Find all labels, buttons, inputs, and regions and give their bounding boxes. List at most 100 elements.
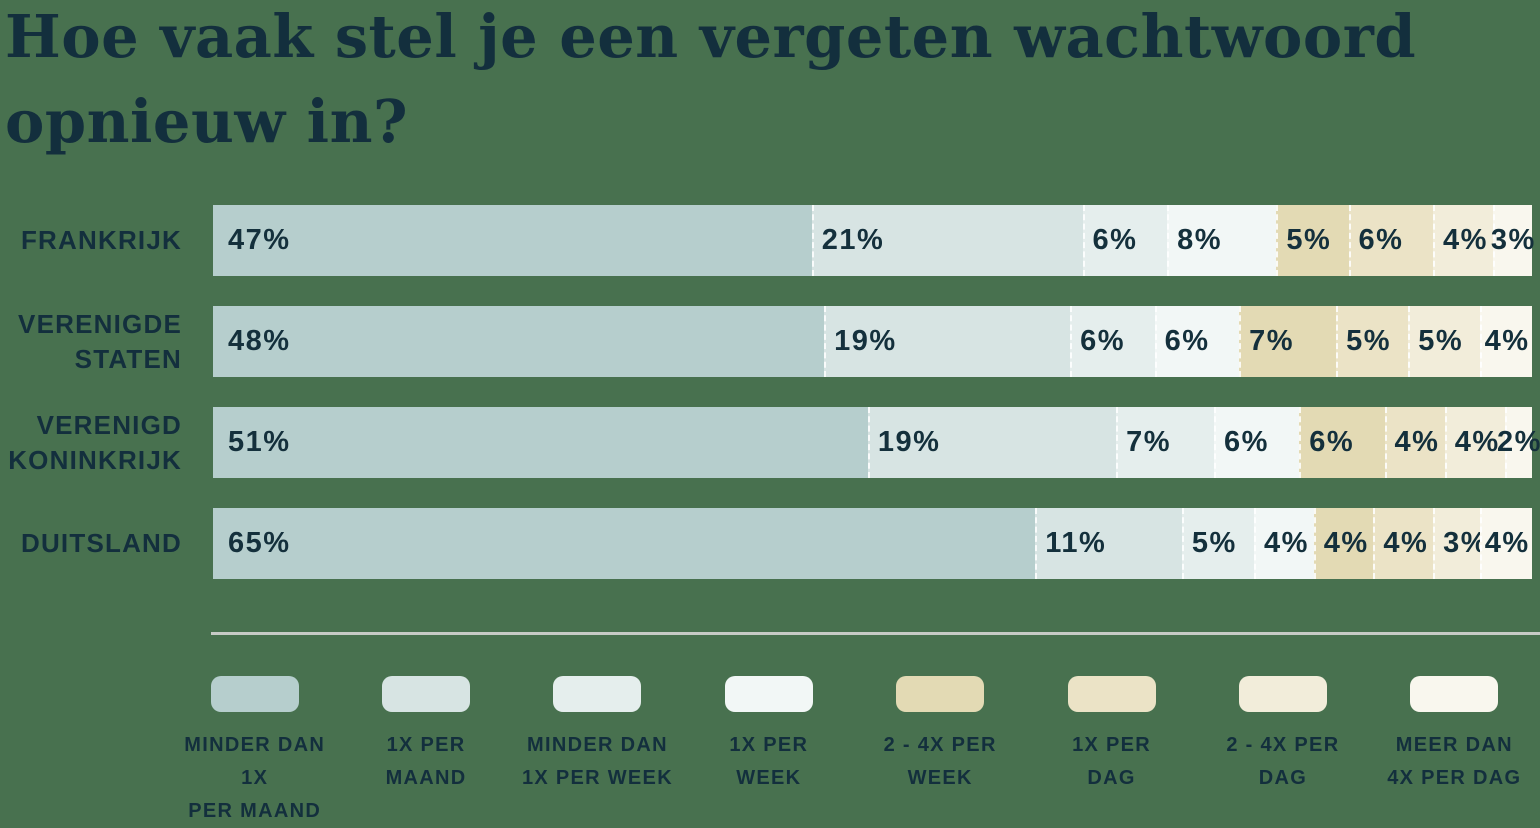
bar-segment: 4% [1433, 205, 1493, 276]
segment-value-label: 6% [1164, 325, 1210, 357]
bar-segment: 7% [1116, 407, 1214, 478]
bar-segment: 4% [1444, 407, 1505, 478]
bar: 47% 21% 6% 8% 5% 6% 4% 3% [213, 205, 1534, 276]
legend-label: MINDER DAN 1X PER MAAND [169, 729, 340, 828]
legend-label: 1X PER DAG [1072, 729, 1151, 795]
segment-value-label: 47% [228, 224, 291, 256]
bar: 65% 11% 5% 4% 4% 4% 3% 4% [213, 508, 1533, 579]
legend-item: 1X PER DAG [1026, 676, 1197, 828]
legend-swatch [553, 676, 642, 712]
segment-value-label: 6% [1223, 426, 1269, 458]
legend-label-line: 2 - 4X PER [883, 734, 997, 756]
legend-swatch [1067, 676, 1156, 712]
segment-value-label: 4% [1394, 426, 1440, 458]
bar-segment: 7% [1239, 306, 1337, 377]
bar-segment: 51% [213, 407, 868, 478]
legend-swatch [382, 676, 471, 712]
segment-value-label: 5% [1346, 325, 1392, 357]
row-label-line: VERENIGDE [18, 308, 182, 339]
bar-segment: 6% [1348, 205, 1434, 276]
row-label: FRANKRIJK [0, 205, 182, 276]
bar-segment: 6% [1070, 306, 1155, 377]
legend-label-line: WEEK [907, 767, 973, 789]
legend-swatch [724, 676, 813, 712]
legend-label-line: WEEK [736, 767, 802, 789]
bar-segment: 11% [1035, 508, 1182, 579]
legend-label-line: PER MAAND [188, 800, 322, 822]
segment-value-label: 48% [228, 325, 291, 357]
legend-label: 2 - 4X PER WEEK [884, 729, 997, 795]
segment-value-label: 11% [1045, 527, 1107, 559]
segment-value-label: 5% [1418, 325, 1464, 357]
segment-value-label: 6% [1092, 224, 1138, 256]
legend-label-line: 1X PER [1072, 734, 1152, 756]
row-label-line: KONINKRIJK [8, 444, 182, 475]
legend-swatch [1410, 676, 1499, 712]
row-label: VERENIGD KONINKRIJK [0, 407, 182, 478]
segment-value-label: 4% [1264, 527, 1309, 559]
segment-value-label: 7% [1126, 426, 1172, 458]
legend-label-line: 1X PER [386, 734, 466, 756]
legend-label-line: 1X PER WEEK [521, 767, 673, 789]
segment-value-label: 7% [1249, 325, 1295, 357]
legend-label-line: MINDER DAN [527, 734, 668, 756]
bar-segment: 5% [1336, 306, 1409, 377]
bar-segment: 19% [824, 306, 1071, 377]
legend-item: MEER DAN 4X PER DAG [1369, 676, 1540, 828]
legend-divider [211, 632, 1540, 635]
segment-value-label: 5% [1286, 224, 1332, 256]
legend-label-line: DAG [1258, 767, 1308, 789]
bar-segment: 5% [1276, 205, 1349, 276]
segment-value-label: 3% [1443, 527, 1488, 559]
bar-segment: 3% [1491, 205, 1534, 276]
row-label: VERENIGDE STATEN [0, 306, 182, 377]
bar-segment: 6% [1082, 205, 1168, 276]
row-label-line: STATEN [74, 343, 182, 374]
row-label-line: DUITSLAND [20, 528, 182, 558]
segment-value-label: 4% [1484, 325, 1530, 357]
bar-segment: 8% [1167, 205, 1277, 276]
segment-value-label: 4% [1323, 527, 1369, 559]
row-label-line: VERENIGD [36, 409, 182, 440]
bar-row: VERENIGD KONINKRIJK 51% 19% 7% 6% 6% 4% 4% 2% [0, 407, 1540, 478]
bar: 51% 19% 7% 6% 6% 4% 4% 2% [213, 407, 1540, 478]
segment-value-label: 8% [1177, 224, 1222, 256]
bar-row: DUITSLAND 65% 11% 5% 4% 4% 4% 3% 4% [0, 508, 1540, 579]
row-label-line: FRANKRIJK [20, 225, 182, 255]
segment-value-label: 6% [1080, 325, 1126, 357]
chart-title-line2: opnieuw in? [5, 87, 409, 156]
legend-label-line: MEER DAN [1395, 734, 1513, 756]
segment-value-label: 6% [1309, 426, 1355, 458]
legend-label-line: DAG [1087, 767, 1136, 789]
bar-segment: 4% [1313, 508, 1374, 579]
legend-item: MINDER DAN 1X PER MAAND [169, 676, 340, 828]
legend-swatch [210, 676, 299, 712]
bar-segment: 5% [1181, 508, 1255, 579]
bar-segment: 6% [1154, 306, 1240, 377]
legend-item: MINDER DAN 1X PER WEEK [512, 676, 683, 828]
chart-title-line1: Hoe vaak stel je een vergeten wachtwoord [5, 2, 1417, 71]
legend-label: 1X PER WEEK [729, 729, 808, 795]
legend-item: 2 - 4X PER DAG [1197, 676, 1368, 828]
bar-segment: 5% [1408, 306, 1481, 377]
legend-label-line: MINDER DAN 1X [184, 734, 326, 789]
bar-segment: 4% [1480, 306, 1532, 377]
bar-segment: 4% [1480, 508, 1533, 579]
row-label: DUITSLAND [0, 508, 182, 579]
bar: 48% 19% 6% 6% 7% 5% 5% 4% [213, 306, 1532, 377]
legend-label-line: MAAND [385, 767, 467, 789]
segment-value-label: 4% [1484, 527, 1530, 559]
bar-segment: 6% [1213, 407, 1300, 478]
legend-label-line: 2 - 4X PER [1226, 734, 1340, 756]
legend-swatch [896, 676, 985, 712]
segment-value-label: 2% [1496, 426, 1540, 458]
segment-value-label: 4% [1454, 426, 1500, 458]
legend-label: MINDER DAN 1X PER WEEK [522, 729, 673, 795]
legend-label-line: 4X PER DAG [1387, 767, 1522, 789]
segment-value-label: 19% [877, 426, 941, 458]
segment-value-label: 4% [1443, 224, 1488, 256]
segment-value-label: 21% [821, 224, 885, 256]
segment-value-label: 6% [1358, 224, 1404, 256]
bar-segment: 6% [1299, 407, 1385, 478]
